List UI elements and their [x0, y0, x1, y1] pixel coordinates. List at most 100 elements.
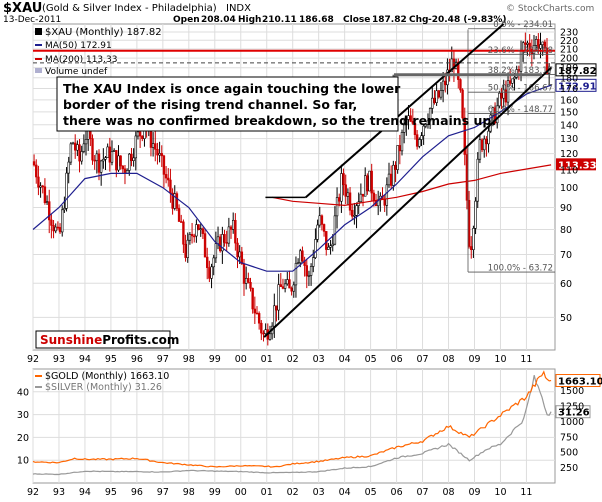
candle-body [441, 80, 445, 91]
ma200-tag: 113.33 [558, 160, 597, 171]
candle-body [370, 170, 373, 194]
y-tick-label: 50 [560, 313, 572, 324]
open-value: 208.04 [201, 15, 236, 25]
candle-body [394, 164, 397, 170]
y-tick-label: 230 [560, 27, 578, 38]
candle-body [327, 246, 330, 250]
y-right-tick-label: 1250 [560, 401, 584, 412]
candle-body [80, 151, 83, 162]
legend-volume: Volume undef [45, 67, 108, 77]
main-legend: $XAU (Monthly) 187.82 MA(50) 172.91 MA(2… [35, 27, 162, 77]
x-tick-label: 11 [520, 354, 532, 365]
candle-body [511, 78, 514, 84]
low-value: 186.68 [299, 15, 334, 25]
candle-body [325, 231, 328, 250]
candle-body [180, 221, 183, 223]
candle-body [273, 305, 276, 327]
candle-body [413, 123, 417, 135]
candle-body [305, 265, 308, 277]
candle-body [223, 234, 226, 243]
y-tick-label: 180 [560, 73, 578, 84]
candle-body [238, 251, 241, 258]
candle-body [292, 284, 295, 292]
candle-body [400, 132, 404, 152]
legend-xau-swatch [35, 28, 42, 35]
candle-body [344, 184, 347, 197]
y-left-tick-label: 10 [17, 456, 29, 467]
y-right-tick-label: 500 [560, 448, 578, 459]
x-tick-label: 97 [157, 354, 169, 365]
x-tick-label: 98 [183, 487, 195, 498]
channel-lower [263, 66, 552, 338]
candle-body [338, 197, 341, 202]
x-tick-label: 10 [494, 487, 506, 498]
y-tick-label: 80 [560, 225, 572, 236]
x-tick-label: 02 [287, 487, 299, 498]
candle-body [500, 92, 503, 99]
candle-body [212, 257, 215, 268]
candle-body [123, 168, 127, 174]
candle-body [439, 90, 443, 98]
candle-body [184, 243, 187, 258]
candle-body [108, 146, 112, 163]
fib-label: 0.0% - 234.01 [493, 20, 553, 30]
x-tick-label: 96 [131, 354, 143, 365]
x-tick-label: 03 [313, 487, 325, 498]
close-tag-box [555, 63, 597, 77]
fib-label: 38.2% - 183.17 [488, 66, 553, 76]
candle-body [82, 143, 86, 152]
candle-body [474, 200, 477, 229]
candle-body [37, 176, 40, 188]
high-value: 210.11 [262, 15, 297, 25]
x-tick-label: 95 [105, 354, 117, 365]
candle-body [279, 284, 282, 287]
price-tags: 187.82 172.91 113.33 [555, 63, 597, 171]
candle-body [480, 139, 484, 151]
brand-box [35, 330, 171, 349]
xau-candles [32, 32, 551, 346]
candle-body [288, 279, 291, 289]
brand-logo: SunshineProfits.com [40, 333, 179, 347]
candle-body [526, 42, 529, 45]
close-tag: 187.82 [558, 66, 597, 77]
candle-body [483, 138, 486, 151]
x-tick-label: 01 [261, 354, 273, 365]
x-tick-label: 02 [287, 354, 299, 365]
x-tick-label: 92 [27, 354, 39, 365]
y-tick-label: 70 [560, 250, 572, 261]
close-value: 187.82 [372, 15, 407, 25]
candle-body [84, 139, 88, 145]
candle-body [470, 246, 473, 250]
y-left-tick-label: 20 [17, 433, 29, 444]
y-tick-label: 60 [560, 279, 572, 290]
candle-body [240, 251, 244, 265]
candle-body [160, 153, 163, 157]
candle-body [130, 153, 133, 161]
y-tick-label: 220 [560, 36, 578, 47]
x-tick-label: 03 [313, 354, 325, 365]
candle-body [257, 313, 261, 324]
candle-body [134, 135, 137, 159]
candle-body [348, 192, 352, 211]
candle-body [312, 257, 315, 267]
y-right-tick-label: 750 [560, 432, 578, 443]
candle-body [389, 173, 393, 186]
x-tick-label: 09 [468, 487, 480, 498]
y-right-tick-label: 1500 [560, 386, 584, 397]
candle-body [117, 155, 120, 171]
candle-body [182, 221, 185, 245]
header-name: (Gold & Silver Index - Philadelphia) [42, 3, 217, 14]
candle-body [58, 227, 62, 233]
candle-body [69, 143, 73, 163]
x-tick-label: 93 [53, 487, 65, 498]
fib-label: 100.0% - 63.72 [488, 264, 553, 274]
candle-body [128, 153, 131, 171]
candle-body [329, 245, 332, 248]
candle-body [229, 226, 233, 230]
candle-body [221, 234, 224, 252]
candle-body [478, 139, 482, 160]
legend-xau: $XAU (Monthly) 187.82 [45, 27, 162, 38]
candle-body [277, 284, 280, 311]
candle-body [428, 108, 432, 122]
candle-body [437, 90, 440, 98]
